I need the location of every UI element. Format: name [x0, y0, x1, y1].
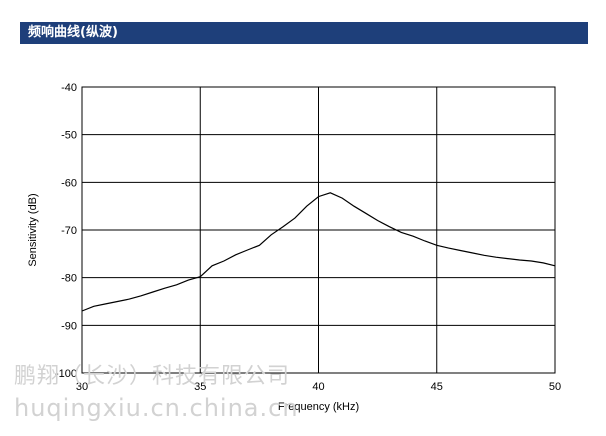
y-tick-label: -100: [55, 368, 77, 380]
y-axis-title: Sensitivity (dB): [27, 193, 39, 266]
x-tick-label: 45: [431, 381, 443, 393]
y-tick-label: -40: [61, 82, 77, 94]
x-tick-labels: 30 35 40 45 50: [76, 381, 561, 393]
x-tick-label: 35: [194, 381, 206, 393]
x-tick-label: 30: [76, 381, 88, 393]
section-header-bar: 频响曲线(纵波): [20, 22, 588, 44]
x-tick-label: 50: [549, 381, 561, 393]
y-tick-label: -90: [61, 320, 77, 332]
section-title: 频响曲线(纵波): [28, 25, 118, 40]
y-tick-label: -80: [61, 273, 77, 285]
sensitivity-series-line: [81, 192, 556, 312]
y-tick-label: -70: [61, 225, 77, 237]
y-tick-label: -60: [61, 177, 77, 189]
x-axis-title: Frequency (kHz): [278, 401, 359, 413]
y-tick-label: -50: [61, 130, 77, 142]
y-tick-labels: -40 -50 -60 -70 -80 -90 -100: [55, 82, 77, 380]
x-tick-label: 40: [312, 381, 324, 393]
plot-frame: [81, 86, 556, 374]
grid-layer: [81, 86, 556, 374]
